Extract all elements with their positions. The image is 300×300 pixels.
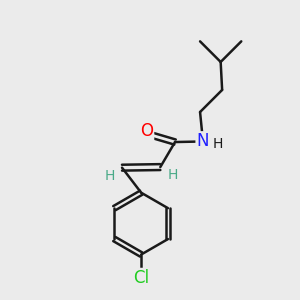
Text: Cl: Cl — [133, 269, 149, 287]
Text: N: N — [197, 133, 209, 151]
Text: H: H — [167, 168, 178, 182]
Text: O: O — [140, 122, 153, 140]
Text: H: H — [212, 137, 223, 152]
Text: H: H — [104, 169, 115, 183]
